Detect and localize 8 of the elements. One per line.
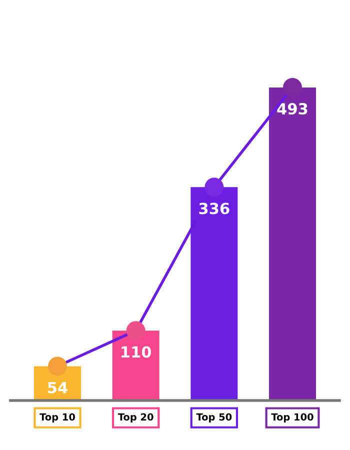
x-tick-label: Top 100 [271, 413, 314, 423]
data-label: 110 [122, 346, 152, 358]
x-tick-label: Top 10 [40, 413, 75, 423]
x-tick-label: Top 20 [118, 413, 154, 423]
data-label: 493 [277, 103, 308, 115]
data-label: 54 [48, 382, 68, 394]
x-tick-label: Top 50 [196, 413, 232, 423]
data-label: 336 [199, 202, 230, 214]
